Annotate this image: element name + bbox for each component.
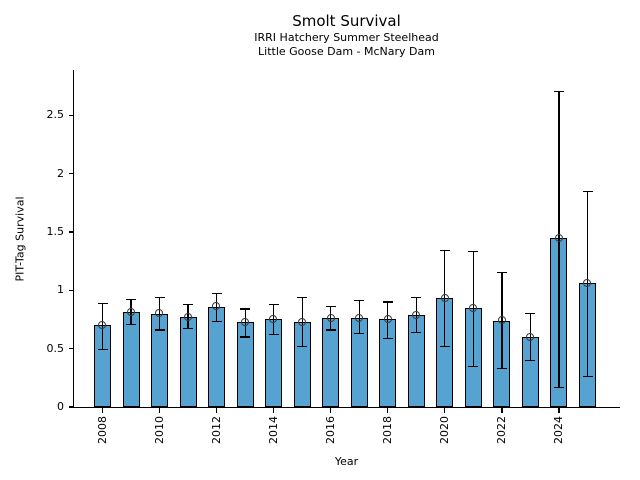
error-cap-bottom-2022 (496, 367, 507, 370)
error-cap-top-2011 (183, 303, 194, 305)
error-cap-top-2017 (354, 300, 365, 302)
error-cap-bottom-2018 (382, 337, 393, 339)
x-tick-label: 2012 (209, 416, 223, 444)
point-marker-2010 (155, 309, 164, 318)
error-cap-bottom-2025 (582, 376, 593, 378)
error-cap-bottom-2023 (525, 359, 536, 361)
error-cap-bottom-2008 (97, 349, 108, 351)
plot-area: 0 0.5 1 1.5 2 2.5 2008 2010 2012 2014 2016 2018 2020… (47, 70, 620, 444)
x-tick-label: 2022 (494, 416, 508, 444)
bar-2009 (122, 312, 140, 407)
point-marker-2016 (326, 314, 335, 323)
x-tick-label: 2014 (266, 416, 280, 444)
error-cap-top-2021 (468, 251, 479, 253)
point-marker-2023 (526, 332, 535, 341)
point-marker-2025 (583, 279, 592, 288)
point-marker-2009 (126, 308, 135, 317)
error-cap-top-2019 (411, 296, 422, 298)
x-tick-mark (387, 408, 389, 413)
error-cap-bottom-2011 (183, 328, 194, 330)
x-tick-label: 2024 (551, 416, 565, 444)
error-cap-bottom-2021 (468, 365, 479, 367)
error-cap-bottom-2019 (411, 331, 422, 333)
point-marker-2008 (98, 321, 107, 330)
point-marker-2012 (212, 302, 221, 311)
error-cap-bottom-2024 (553, 386, 564, 388)
y-tick-mark (69, 173, 74, 175)
error-cap-top-2025 (582, 190, 593, 192)
x-tick-mark (101, 408, 104, 413)
error-cap-bottom-2015 (297, 345, 308, 347)
chart-subtitle-line2: Little Goose Dam - McNary Dam (258, 45, 435, 58)
chart-subtitle-line1: IRRI Hatchery Summer Steelhead (254, 31, 439, 44)
chart-title: Smolt Survival (292, 12, 401, 30)
point-marker-2024 (554, 233, 563, 242)
error-cap-top-2010 (154, 296, 165, 298)
x-tick-label: 2010 (152, 416, 166, 444)
y-tick-mark (69, 114, 74, 116)
y-tick-mark (69, 289, 74, 291)
y-tick-mark (69, 406, 74, 408)
y-axis-label: PIT-Tag Survival (13, 196, 27, 282)
error-cap-bottom-2020 (439, 345, 450, 347)
error-cap-top-2024 (553, 91, 564, 93)
error-cap-top-2016 (325, 306, 336, 308)
error-cap-top-2023 (525, 313, 536, 315)
point-marker-2020 (440, 294, 449, 303)
error-cap-top-2012 (211, 293, 222, 295)
error-cap-top-2008 (97, 302, 108, 304)
point-marker-2011 (183, 312, 192, 321)
error-cap-bottom-2014 (268, 334, 279, 336)
y-tick-mark (69, 348, 74, 350)
point-marker-2017 (355, 314, 364, 323)
error-cap-bottom-2012 (211, 321, 222, 323)
y-tick-label: 0 (57, 400, 64, 413)
x-tick-mark (501, 408, 503, 413)
x-tick-mark (158, 408, 161, 413)
y-tick-label: 1 (57, 283, 64, 297)
error-cap-bottom-2016 (325, 329, 336, 331)
x-tick-label: 2008 (95, 416, 109, 444)
x-axis-label: Year (334, 455, 359, 468)
y-tick-label: 1.5 (46, 224, 65, 238)
x-tick-label: 2020 (437, 416, 451, 444)
point-marker-2019 (412, 310, 421, 319)
x-tick-label: 2018 (380, 416, 394, 444)
y-tick-label: 2.5 (46, 108, 65, 122)
error-cap-top-2015 (297, 296, 308, 298)
error-cap-top-2014 (268, 303, 279, 305)
point-marker-2015 (298, 317, 306, 326)
error-cap-bottom-2010 (154, 329, 165, 331)
error-cap-top-2018 (382, 301, 393, 303)
point-marker-2022 (497, 316, 506, 325)
x-tick-mark (273, 408, 275, 413)
x-tick-mark (330, 408, 332, 413)
point-marker-2018 (383, 315, 392, 324)
error-cap-bottom-2017 (354, 332, 365, 335)
error-cap-bottom-2013 (240, 336, 251, 338)
error-cap-top-2020 (439, 250, 450, 252)
x-tick-mark (444, 408, 446, 413)
x-tick-mark (558, 408, 560, 413)
error-cap-top-2022 (496, 272, 507, 274)
error-cap-top-2013 (240, 308, 251, 310)
x-tick-label: 2016 (323, 416, 337, 444)
x-tick-mark (216, 408, 218, 413)
point-marker-2013 (240, 317, 249, 326)
y-tick-mark (69, 231, 74, 233)
point-marker-2021 (469, 303, 478, 312)
bar-2011 (179, 317, 197, 407)
bar-2016 (322, 318, 340, 407)
error-cap-top-2009 (126, 299, 137, 301)
y-tick-label: 2 (57, 166, 64, 180)
y-tick-label: 0.5 (46, 341, 65, 355)
point-marker-2014 (269, 315, 278, 324)
error-cap-bottom-2009 (126, 323, 137, 325)
